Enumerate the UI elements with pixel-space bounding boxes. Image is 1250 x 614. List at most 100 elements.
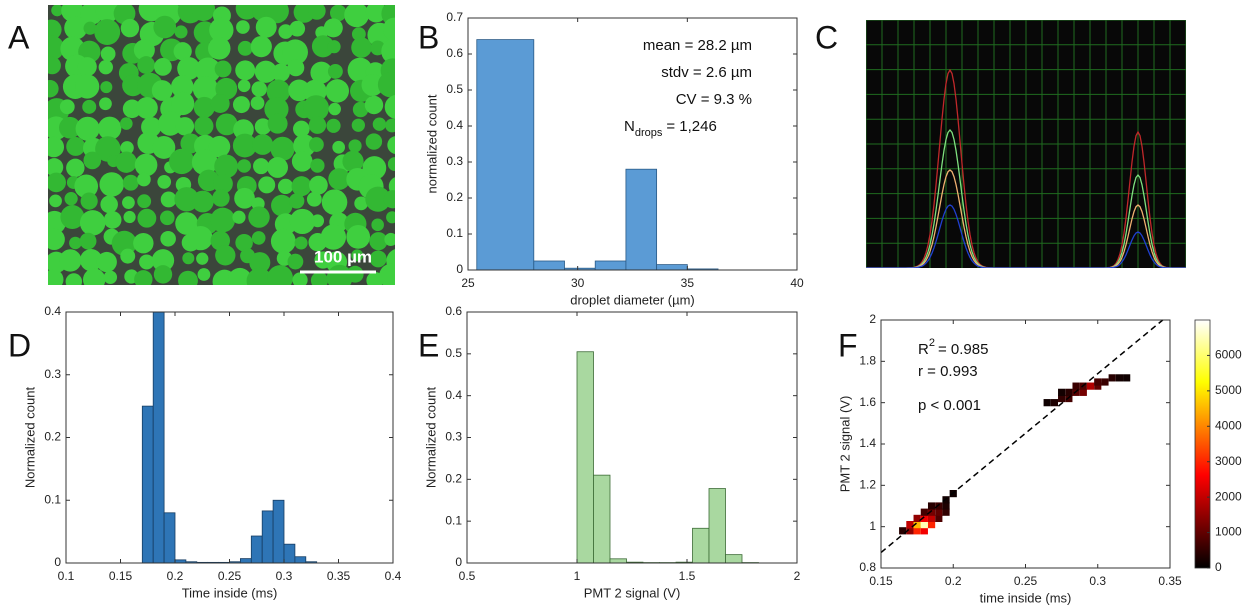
panel-letter: A (8, 19, 30, 55)
droplet (120, 249, 135, 264)
y-tick-label: 0.2 (445, 472, 462, 486)
annotation: mean = 28.2 µm (643, 37, 752, 54)
droplet (97, 252, 117, 272)
droplet (44, 137, 65, 158)
annotation-text: = 0.985 (938, 341, 988, 358)
heat-cell (935, 509, 942, 516)
droplet (160, 231, 176, 247)
y-tick-label: 0.4 (445, 388, 462, 402)
x-tick-label: 40 (790, 276, 804, 290)
annotation: stdv = 2.6 µm (661, 64, 752, 81)
droplet (123, 175, 139, 191)
x-tick-label: 25 (461, 276, 475, 290)
annotation-text: = 1,246 (666, 118, 716, 135)
heat-cell (921, 509, 928, 516)
droplet (215, 61, 232, 78)
heat-cell (1051, 399, 1058, 406)
bar (657, 265, 688, 270)
droplet (388, 157, 402, 171)
droplet (99, 172, 123, 196)
y-tick-label: 0.7 (446, 10, 463, 24)
y-tick-label: 0 (54, 555, 61, 569)
droplet (328, 40, 341, 53)
droplet (43, 229, 64, 250)
droplet (371, 219, 384, 232)
x-tick-label: 0.15 (869, 574, 893, 588)
droplet (83, 152, 101, 170)
y-tick-label: 0.1 (446, 226, 463, 240)
x-tick-label: 0.2 (945, 574, 962, 588)
droplet (78, 57, 97, 76)
droplet (253, 158, 269, 174)
bar (284, 544, 295, 563)
droplet (66, 137, 85, 156)
heat-cell (1065, 389, 1072, 396)
x-tick-label: 30 (571, 276, 585, 290)
panel-letter: C (815, 19, 838, 55)
annotation: CV = 9.3 % (676, 91, 752, 108)
annotation-subscript: drops (635, 127, 663, 139)
droplet (43, 57, 61, 75)
droplet (116, 152, 137, 173)
droplet (81, 193, 98, 210)
droplet (351, 37, 371, 57)
droplet (307, 192, 322, 207)
heat-cell (1065, 395, 1072, 402)
colorbar-tick-label: 1000 (1215, 525, 1242, 539)
droplet (379, 264, 403, 288)
heat-cell (1109, 374, 1116, 381)
droplet (268, 114, 288, 134)
y-axis-label: Normalized count (423, 387, 438, 489)
bar (273, 500, 284, 563)
x-tick-label: 0.1 (58, 569, 75, 583)
droplet (237, 159, 251, 173)
y-tick-label: 0.4 (44, 304, 61, 318)
y-tick-label: 0.5 (446, 82, 463, 96)
y-tick-label: 1.2 (859, 478, 876, 492)
droplet (292, 176, 312, 196)
droplet (192, 191, 214, 213)
droplet (289, 21, 305, 37)
droplet (328, 103, 340, 115)
bar (240, 559, 251, 563)
droplet (347, 266, 364, 283)
x-axis-label: droplet diameter (µm) (570, 292, 695, 307)
droplet (378, 72, 403, 97)
panel-letter: D (8, 327, 31, 363)
droplet (208, 37, 231, 60)
droplet (370, 250, 387, 267)
x-axis-label: Time inside (ms) (182, 585, 278, 600)
bar (164, 513, 175, 563)
heat-cell (1072, 383, 1079, 390)
droplet (326, 119, 340, 133)
y-tick-label: 1.6 (859, 395, 876, 409)
y-axis-label: Normalized count (22, 387, 37, 489)
droplet (49, 195, 62, 208)
plot-area (66, 312, 393, 563)
colorbar-tick-label: 0 (1215, 560, 1222, 574)
droplet (258, 176, 275, 193)
heat-cell (914, 515, 921, 522)
droplet (332, 141, 345, 154)
colorbar-tick-label: 6000 (1215, 348, 1242, 362)
y-tick-label: 0.3 (445, 430, 462, 444)
droplet (198, 268, 211, 281)
y-tick-label: 0.6 (445, 304, 462, 318)
droplet (46, 173, 66, 193)
heat-cell (1087, 383, 1094, 390)
y-tick-label: 1 (869, 519, 876, 533)
x-axis-label: time inside (ms) (980, 590, 1072, 605)
x-tick-label: 0.5 (459, 569, 476, 583)
annotation-superscript: 2 (929, 337, 935, 349)
y-tick-label: 0 (455, 555, 462, 569)
x-tick-label: 1.5 (679, 569, 696, 583)
droplet (80, 233, 97, 250)
heat-cell (1058, 395, 1065, 402)
droplet (212, 189, 229, 206)
y-tick-label: 0.4 (446, 118, 463, 132)
droplet (161, 192, 177, 208)
droplet (157, 175, 171, 189)
droplet (232, 211, 245, 224)
panel-letter: E (418, 327, 439, 363)
heat-cell (914, 527, 921, 534)
